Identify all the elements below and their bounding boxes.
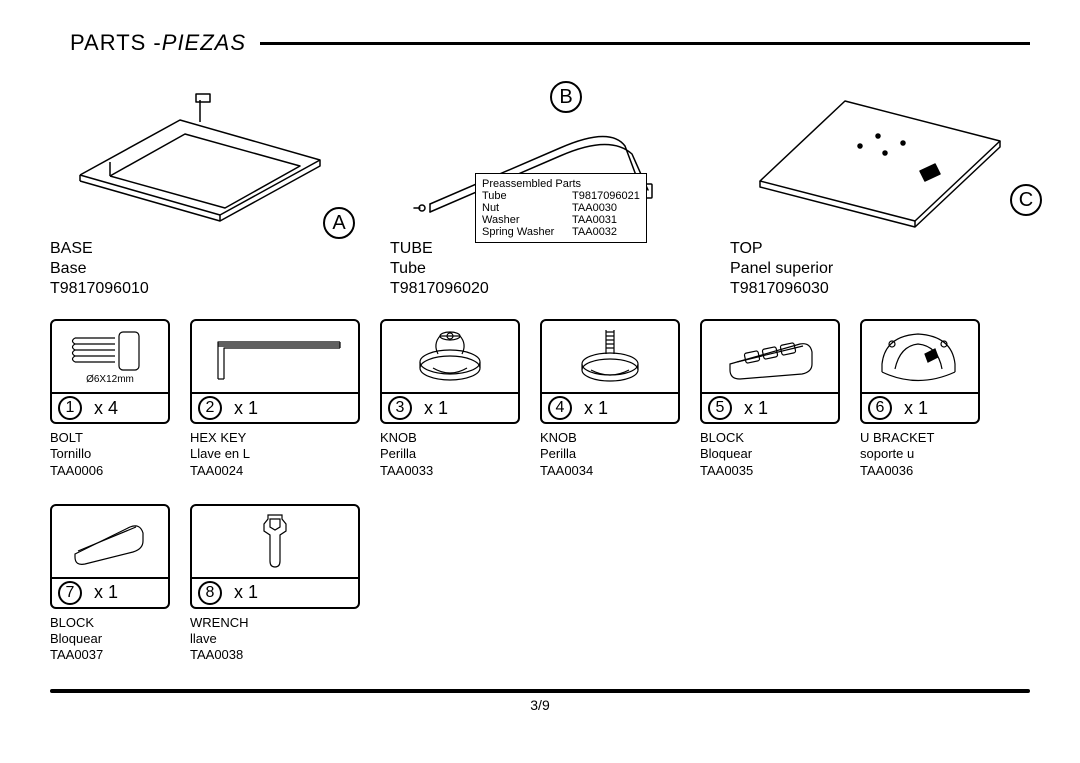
p5-code: TAA0035 [700,463,840,479]
letter-c-badge: C [1010,184,1042,216]
bolt-art: Ø6X12mm [52,321,168,392]
part-c-code: T9817096030 [730,279,1030,299]
footer-rule [50,689,1030,693]
num-badge-1: 1 [58,396,82,420]
qty-4: x 1 [584,398,608,419]
block2-art [52,506,168,577]
num-badge-4: 4 [548,396,572,420]
p7-sub: Bloquear [50,631,170,647]
top-svg [740,86,1020,226]
section-title: PARTS -PIEZAS [50,30,260,56]
qty-3: x 1 [424,398,448,419]
p4-name: KNOB [540,430,680,446]
page-number: 3/9 [50,697,1030,713]
preasm-row: TubeT9817096021 [482,190,640,202]
part-card-7: 7 x 1 BLOCK Bloquear TAA0037 [50,504,170,664]
letter-a-badge: A [323,207,355,239]
p1-sub: Tornillo [50,446,170,462]
p3-sub: Perilla [380,446,520,462]
p7-code: TAA0037 [50,647,170,663]
part-card-5: 5 x 1 BLOCK Bloquear TAA0035 [700,319,840,479]
parts-grid: Ø6X12mm 1 x 4 BOLT Tornillo TAA0006 [50,319,1030,664]
part-c-drawing: C [730,81,1030,231]
part-a-sub: Base [50,259,350,279]
part-a-name: BASE [50,239,350,259]
block1-art [702,321,838,392]
part-a-labels: BASE Base T9817096010 [50,239,350,299]
qty-7: x 1 [94,582,118,603]
major-part-a: A BASE Base T9817096010 [50,81,350,299]
p8-code: TAA0038 [190,647,360,663]
header-right: PIEZAS [162,30,246,55]
p2-code: TAA0024 [190,463,360,479]
preasm-row: Spring WasherTAA0032 [482,226,640,238]
part-c-labels: TOP Panel superior T9817096030 [730,239,1030,299]
preasm-row: WasherTAA0031 [482,214,640,226]
p8-name: WRENCH [190,615,360,631]
header-left: PARTS - [70,30,162,55]
section-header: PARTS -PIEZAS [50,30,1030,56]
p3-code: TAA0033 [380,463,520,479]
num-badge-5: 5 [708,396,732,420]
part-card-6: 6 x 1 U BRACKET soporte u TAA0036 [860,319,980,479]
preassembled-table: Preassembled Parts TubeT9817096021 NutTA… [475,173,647,243]
knob2-art [542,321,678,392]
qty-5: x 1 [744,398,768,419]
qty-1: x 4 [94,398,118,419]
part-b-labels: TUBE Tube T9817096020 [390,239,690,299]
qty-8: x 1 [234,582,258,603]
p1-name: BOLT [50,430,170,446]
num-badge-7: 7 [58,581,82,605]
num-badge-2: 2 [198,396,222,420]
part-a-code: T9817096010 [50,279,350,299]
bolt-note: Ø6X12mm [86,374,134,385]
p2-sub: Llave en L [190,446,360,462]
num-badge-6: 6 [868,396,892,420]
base-svg [60,86,340,226]
part-card-8: 8 x 1 WRENCH llave TAA0038 [190,504,360,664]
header-rule [260,42,1030,45]
part-b-drawing: B Preassembled Parts TubeT9817096021 Nut… [390,81,690,231]
major-parts-row: A BASE Base T9817096010 B Preasse [50,81,1030,299]
part-c-sub: Panel superior [730,259,1030,279]
hexkey-art [192,321,358,392]
letter-b-badge: B [550,81,582,113]
part-card-2: 2 x 1 HEX KEY Llave en L TAA0024 [190,319,360,479]
num-badge-3: 3 [388,396,412,420]
part-card-4: 4 x 1 KNOB Perilla TAA0034 [540,319,680,479]
qty-6: x 1 [904,398,928,419]
p3-name: KNOB [380,430,520,446]
p7-name: BLOCK [50,615,170,631]
p6-name: U BRACKET [860,430,980,446]
p5-sub: Bloquear [700,446,840,462]
preasm-title: Preassembled Parts [482,178,640,190]
qty-2: x 1 [234,398,258,419]
p6-sub: soporte u [860,446,980,462]
p4-sub: Perilla [540,446,680,462]
knob1-art [382,321,518,392]
p6-code: TAA0036 [860,463,980,479]
p2-name: HEX KEY [190,430,360,446]
p4-code: TAA0034 [540,463,680,479]
part-card-3: 3 x 1 KNOB Perilla TAA0033 [380,319,520,479]
ubracket-art [862,321,978,392]
p8-sub: llave [190,631,360,647]
major-part-c: C TOP Panel superior T9817096030 [730,81,1030,299]
major-part-b: B Preassembled Parts TubeT9817096021 Nut… [390,81,690,299]
p5-name: BLOCK [700,430,840,446]
num-badge-8: 8 [198,581,222,605]
p1-code: TAA0006 [50,463,170,479]
part-b-sub: Tube [390,259,690,279]
part-card-1: Ø6X12mm 1 x 4 BOLT Tornillo TAA0006 [50,319,170,479]
preasm-row: NutTAA0030 [482,202,640,214]
part-c-name: TOP [730,239,1030,259]
part-b-code: T9817096020 [390,279,690,299]
part-a-drawing: A [50,81,350,231]
wrench-art [192,506,358,577]
